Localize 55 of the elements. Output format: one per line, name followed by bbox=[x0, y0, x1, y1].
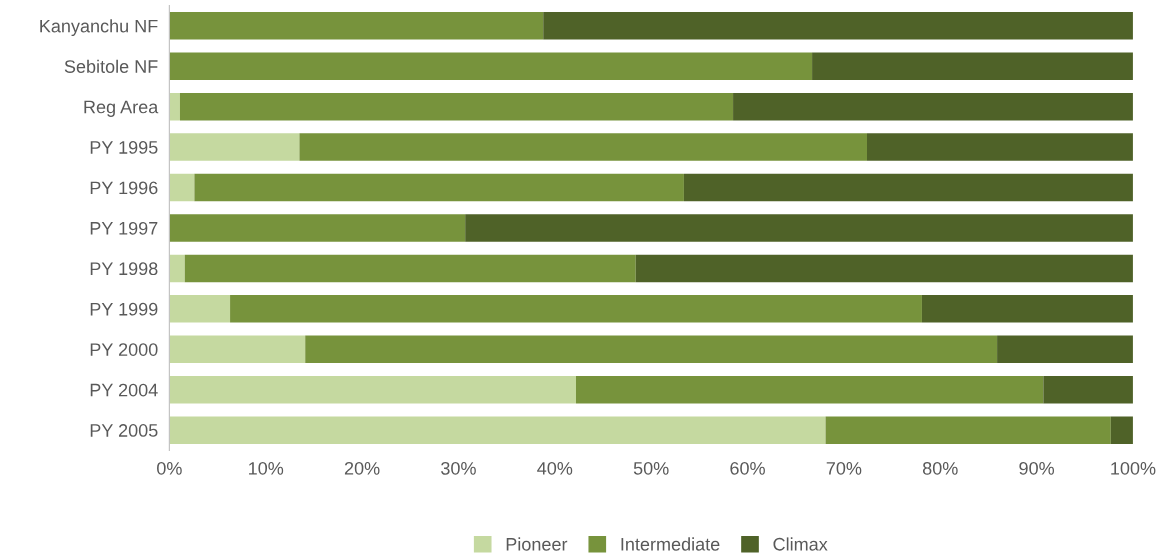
bar bbox=[299, 133, 868, 161]
bar bbox=[465, 214, 1133, 242]
bar bbox=[169, 12, 544, 40]
y-tick-label: PY 1995 bbox=[90, 141, 158, 154]
y-tick-label: PY 2004 bbox=[90, 383, 158, 397]
x-tick-label: 50% bbox=[633, 461, 669, 475]
y-tick-label: Kanyanchu NF bbox=[40, 19, 158, 37]
bar bbox=[169, 52, 813, 80]
x-tick-label: 20% bbox=[344, 461, 380, 475]
bar bbox=[169, 254, 185, 283]
x-tick-label: 30% bbox=[441, 461, 476, 475]
y-tick-label: PY 2000 bbox=[90, 343, 158, 356]
x-tick-label: 100% bbox=[1111, 461, 1156, 475]
y-tick-label: PY 1998 bbox=[90, 262, 158, 276]
legend-label: Climax bbox=[773, 537, 828, 551]
bar bbox=[169, 295, 231, 323]
y-tick-label: Reg Area bbox=[84, 100, 159, 117]
bar bbox=[867, 133, 1133, 161]
y-tick-label: PY 2005 bbox=[90, 424, 158, 437]
bar bbox=[812, 52, 1133, 80]
legend-label: Intermediate bbox=[621, 537, 720, 551]
y-tick-label: Sebitole NF bbox=[64, 59, 158, 73]
bar bbox=[825, 416, 1111, 444]
legend-label: Pioneer bbox=[506, 537, 568, 551]
bar bbox=[169, 92, 180, 121]
x-tick-label: 40% bbox=[537, 461, 573, 475]
x-tick-label: 80% bbox=[922, 461, 958, 475]
y-tick-label: PY 1999 bbox=[90, 302, 158, 316]
bar bbox=[305, 335, 998, 364]
bar bbox=[179, 92, 734, 121]
bar bbox=[733, 92, 1133, 121]
x-tick-label: 90% bbox=[1019, 461, 1055, 475]
bar bbox=[230, 295, 922, 323]
bar bbox=[921, 295, 1133, 323]
bar bbox=[169, 173, 195, 202]
y-tick-label: PY 1997 bbox=[90, 221, 158, 235]
bar bbox=[169, 214, 466, 242]
bar bbox=[169, 416, 826, 444]
bar bbox=[184, 254, 636, 283]
bar bbox=[169, 133, 300, 161]
bar bbox=[1043, 375, 1133, 404]
x-tick-label: 10% bbox=[249, 461, 284, 475]
y-tick-label: PY 1996 bbox=[90, 181, 158, 195]
bar bbox=[194, 173, 684, 202]
bar bbox=[543, 12, 1133, 40]
x-tick-label: 0% bbox=[157, 461, 182, 475]
bar bbox=[1110, 416, 1133, 444]
x-tick-label: 70% bbox=[826, 461, 862, 475]
bar bbox=[683, 173, 1133, 202]
bar bbox=[635, 254, 1133, 283]
bar bbox=[997, 335, 1133, 364]
bar bbox=[576, 375, 1044, 404]
x-tick-label: 60% bbox=[730, 461, 765, 475]
bar bbox=[169, 375, 576, 404]
bar bbox=[169, 335, 306, 364]
